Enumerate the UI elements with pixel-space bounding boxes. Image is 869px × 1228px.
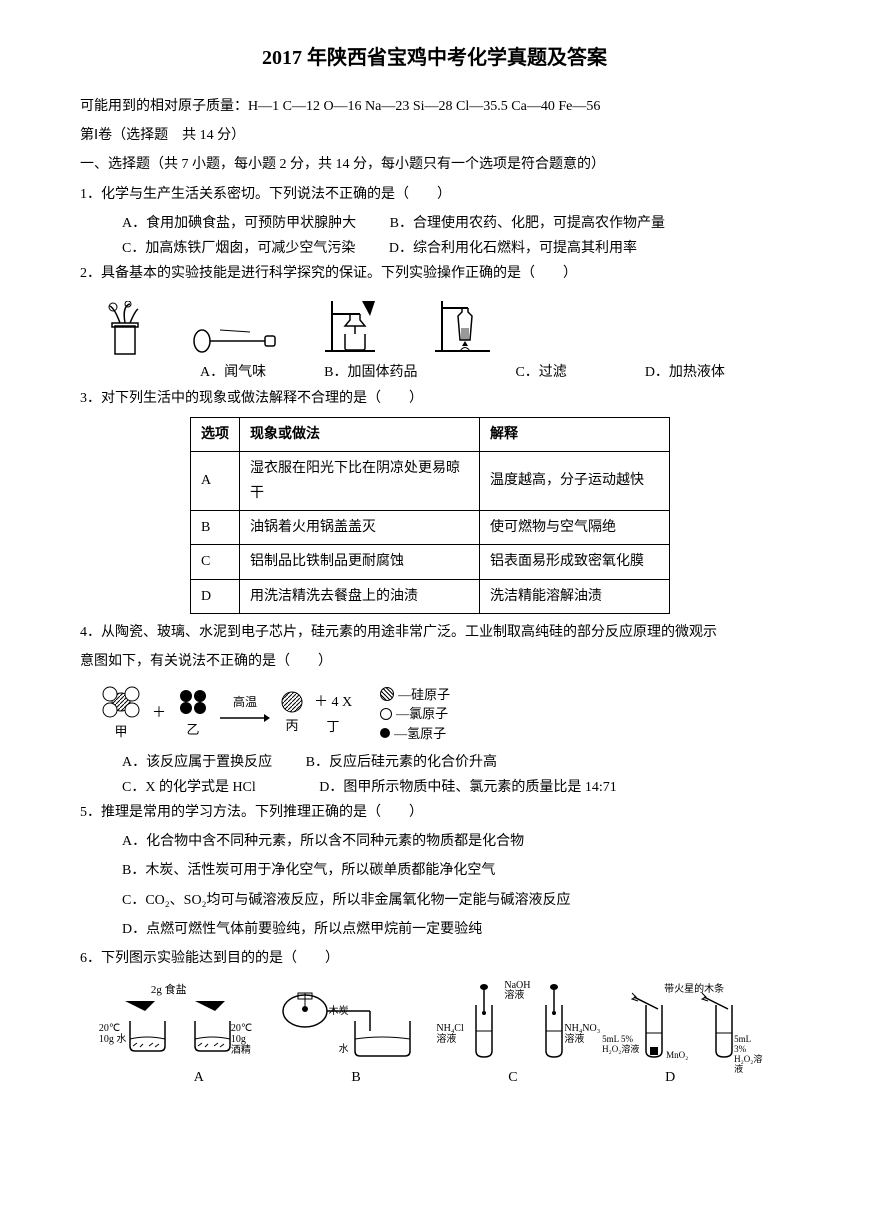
q2-diagrams bbox=[100, 296, 789, 356]
molecule-yi bbox=[176, 686, 210, 718]
q6c-r1: NH₄NO₃ bbox=[564, 1023, 600, 1034]
q6-letter-c: C bbox=[508, 1065, 517, 1090]
section-1-instruction: 一、选择题（共 7 小题，每小题 2 分，共 14 分，每小题只有一个选项是符合… bbox=[80, 152, 789, 177]
table-cell: A bbox=[191, 451, 240, 510]
q6-diagram-d: 带火星的木条 5mL 5%H₂O₂溶液 MnO₂ 5mL 3%H₂O₂溶液 bbox=[614, 981, 764, 1061]
table-cell: B bbox=[191, 511, 240, 545]
q5-option-b: B．木炭、活性炭可用于净化空气，所以碳单质都能净化空气 bbox=[80, 858, 789, 883]
q5-stem: 5．推理是常用的学习方法。下列推理正确的是（ ） bbox=[80, 800, 789, 825]
q6d-l2: H₂O₂溶液 bbox=[602, 1044, 639, 1054]
molecule-jia bbox=[100, 684, 142, 720]
atomic-mass-line: 可能用到的相对原子质量：H—1 C—12 O—16 Na—23 Si—28 Cl… bbox=[80, 94, 789, 119]
section-1-label: 第Ⅰ卷（选择题 共 14 分） bbox=[80, 123, 789, 148]
q6c-r2: 溶液 bbox=[564, 1034, 584, 1045]
q6-diagram-c: NaOH溶液 NH₄Cl溶液 NH₄NO₃溶液 bbox=[444, 981, 594, 1061]
q5-option-a: A．化合物中含不同种元素，所以含不同种元素的物质都是化合物 bbox=[80, 829, 789, 854]
q6d-l1: 5mL 5% bbox=[602, 1034, 633, 1044]
arrow-label: 高温 bbox=[220, 692, 270, 714]
plus-1: ＋ bbox=[152, 701, 166, 726]
q3-stem: 3．对下列生活中的现象或做法解释不合理的是（ ） bbox=[80, 386, 789, 411]
q6-diagrams: 2g 食盐 20℃10g 水 20℃10g 酒精 bbox=[100, 981, 769, 1061]
table-cell: 铝制品比铁制品更耐腐蚀 bbox=[240, 545, 480, 579]
q6b-l1: 木炭 bbox=[329, 1003, 349, 1021]
q1-option-d: D．综合利用化石燃料，可提高其利用率 bbox=[389, 236, 637, 261]
mol-label-yi: 乙 bbox=[176, 718, 210, 741]
q2-diagram-b bbox=[190, 316, 280, 356]
q3-h1: 现象或做法 bbox=[240, 417, 480, 451]
reaction-arrow-icon bbox=[220, 714, 270, 722]
q4-option-b: B．反应后硅元素的化合价升高 bbox=[306, 750, 497, 775]
q6a-l2: 10g 水 bbox=[99, 1034, 127, 1045]
q6d-r1: 5mL 3% bbox=[734, 1034, 751, 1054]
q2-diagram-d bbox=[430, 296, 500, 356]
q6a-l1: 20℃ bbox=[99, 1023, 120, 1034]
legend-si: —硅原子 bbox=[398, 685, 450, 705]
four-x: ＋ 4 X bbox=[314, 695, 352, 710]
table-cell: 铝表面易形成致密氧化膜 bbox=[480, 545, 670, 579]
q6a-r1: 20℃ bbox=[231, 1023, 252, 1034]
q5-option-d: D．点燃可燃性气体前要验纯，所以点燃甲烷前一定要验纯 bbox=[80, 917, 789, 942]
table-cell: 用洗洁精洗去餐盘上的油渍 bbox=[240, 579, 480, 613]
q1-option-b: B．合理使用农药、化肥，可提高农作物产量 bbox=[390, 211, 665, 236]
q2-label-b: B．加固体药品 bbox=[324, 360, 417, 385]
table-cell: 油锅着火用锅盖盖灭 bbox=[240, 511, 480, 545]
q2-diagram-c bbox=[320, 296, 390, 356]
q3-h0: 选项 bbox=[191, 417, 240, 451]
q6a-r2: 10g 酒精 bbox=[231, 1034, 251, 1056]
mol-label-ding: 丁 bbox=[314, 715, 352, 738]
q6-stem: 6．下列图示实验能达到目的的是（ ） bbox=[80, 946, 789, 971]
q3-table: 选项 现象或做法 解释 A湿衣服在阳光下比在阴凉处更易晾干温度越高，分子运动越快… bbox=[190, 417, 670, 614]
q1-stem: 1．化学与生产生活关系密切。下列说法不正确的是（ ） bbox=[80, 182, 789, 207]
mol-label-jia: 甲 bbox=[100, 720, 142, 743]
q4-option-a: A．该反应属于置换反应 bbox=[122, 750, 272, 775]
table-cell: 洗洁精能溶解油渍 bbox=[480, 579, 670, 613]
q2-label-c: C．过滤 bbox=[515, 360, 566, 385]
legend-h: —氢原子 bbox=[394, 724, 446, 744]
q6b-l2: 水 bbox=[339, 1041, 349, 1059]
q3-h2: 解释 bbox=[480, 417, 670, 451]
q2-stem: 2．具备基本的实验技能是进行科学探究的保证。下列实验操作正确的是（ ） bbox=[80, 261, 789, 286]
h-atom-icon bbox=[380, 728, 390, 738]
q4-stem-1: 4．从陶瓷、玻璃、水泥到电子芯片，硅元素的用途非常广泛。工业制取高纯硅的部分反应… bbox=[80, 620, 789, 645]
legend-cl: —氯原子 bbox=[396, 704, 448, 724]
q2-label-d: D．加热液体 bbox=[645, 360, 725, 385]
q6d-r2: H₂O₂溶液 bbox=[734, 1054, 762, 1074]
si-atom-icon bbox=[380, 687, 394, 701]
atom-legend: —硅原子 —氯原子 —氢原子 bbox=[380, 685, 450, 744]
q6-letter-a: A bbox=[194, 1065, 204, 1090]
q1-option-a: A．食用加碘食盐，可预防甲状腺肿大 bbox=[122, 211, 356, 236]
q2-diagram-a bbox=[100, 301, 150, 356]
q6c-l1: NH₄Cl bbox=[436, 1023, 463, 1034]
mol-label-bing: 丙 bbox=[280, 714, 304, 737]
table-cell: 温度越高，分子运动越快 bbox=[480, 451, 670, 510]
q1-option-c: C．加高炼铁厂烟囱，可减少空气污染 bbox=[122, 236, 355, 261]
q6-diagram-b: 木炭 水 bbox=[275, 981, 425, 1061]
molecule-bing bbox=[280, 690, 304, 714]
table-cell: 湿衣服在阳光下比在阴凉处更易晾干 bbox=[240, 451, 480, 510]
cl-atom-icon bbox=[380, 708, 392, 720]
q4-option-c: C．X 的化学式是 HCl bbox=[122, 775, 256, 800]
q6d-mid: MnO₂ bbox=[666, 1047, 688, 1063]
document-title: 2017 年陕西省宝鸡中考化学真题及答案 bbox=[80, 40, 789, 76]
q4-stem-2: 意图如下，有关说法不正确的是（ ） bbox=[80, 649, 789, 674]
q6c-l2: 溶液 bbox=[436, 1034, 456, 1045]
q4-reaction: 甲 ＋ 乙 高温 丙 ＋ 4 X 丁 —硅原子 —氯原子 —氢原子 bbox=[100, 684, 789, 743]
q6-diagram-a: 2g 食盐 20℃10g 水 20℃10g 酒精 bbox=[105, 981, 255, 1061]
table-cell: C bbox=[191, 545, 240, 579]
q2-label-a: A．闻气味 bbox=[200, 360, 266, 385]
q5-option-c: C．CO₂、SO₂均可与碱溶液反应，所以非金属氧化物一定能与碱溶液反应 bbox=[80, 888, 789, 913]
table-cell: D bbox=[191, 579, 240, 613]
q4-option-d: D．图甲所示物质中硅、氯元素的质量比是 14:71 bbox=[319, 775, 617, 800]
table-cell: 使可燃物与空气隔绝 bbox=[480, 511, 670, 545]
q6-letter-b: B bbox=[351, 1065, 360, 1090]
